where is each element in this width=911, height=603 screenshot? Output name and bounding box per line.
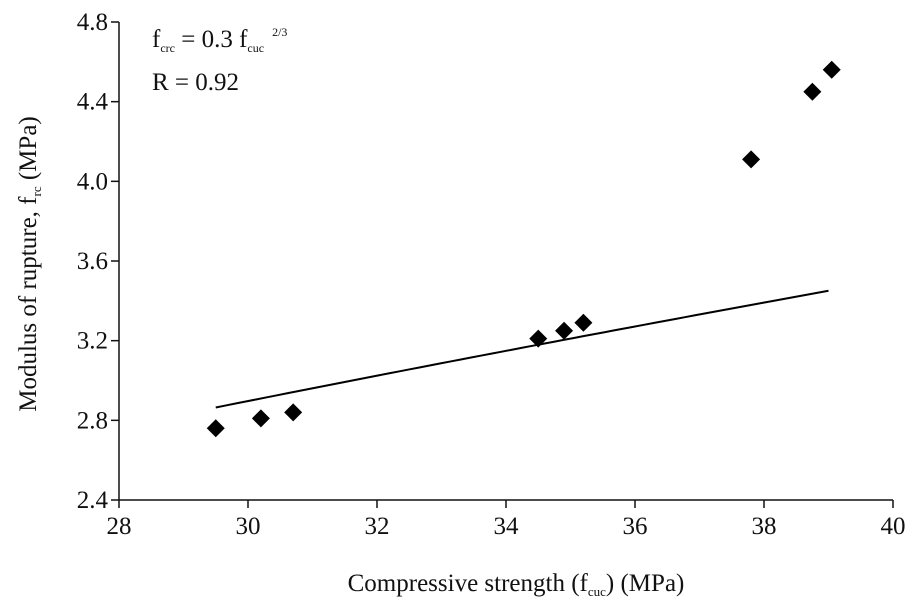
data-point	[803, 82, 822, 101]
y-tick-label: 3.2	[77, 328, 108, 355]
x-axis-title: Compressive strength (fcuc) (MPa)	[348, 570, 685, 599]
x-tick-label: 28	[107, 513, 132, 540]
data-point	[206, 419, 225, 438]
data-point	[742, 150, 761, 169]
x-tick-label: 30	[236, 513, 261, 540]
data-point	[251, 409, 270, 428]
x-tick-label: 32	[365, 513, 390, 540]
equation-annotation: fcrc = 0.3 fcuc2/3	[152, 25, 287, 55]
data-point	[822, 60, 841, 79]
y-ticks: 2.4 2.8 3.2 3.6 4.0 4.4 4.8	[77, 9, 119, 514]
data-point	[284, 403, 303, 422]
data-point	[574, 313, 593, 332]
fit-line	[215, 289, 829, 409]
data-points	[206, 60, 841, 438]
x-ticks: 28 30 32 34 36 38 40	[107, 500, 906, 540]
fit-line-group	[215, 289, 829, 409]
y-tick-label: 2.8	[77, 407, 108, 434]
r-value-annotation: R = 0.92	[152, 69, 239, 96]
data-point	[555, 321, 574, 340]
x-tick-label: 36	[623, 513, 648, 540]
y-tick-label: 4.8	[77, 9, 108, 36]
y-tick-label: 4.0	[77, 168, 108, 195]
x-tick-label: 34	[494, 513, 520, 540]
y-axis-title: Modulus of rupture, frc (MPa)	[15, 116, 44, 412]
y-tick-label: 3.6	[77, 248, 108, 275]
x-tick-label: 40	[881, 513, 906, 540]
x-tick-label: 38	[752, 513, 777, 540]
y-tick-label: 4.4	[77, 89, 109, 116]
y-tick-label: 2.4	[77, 487, 109, 514]
data-point	[529, 329, 548, 348]
